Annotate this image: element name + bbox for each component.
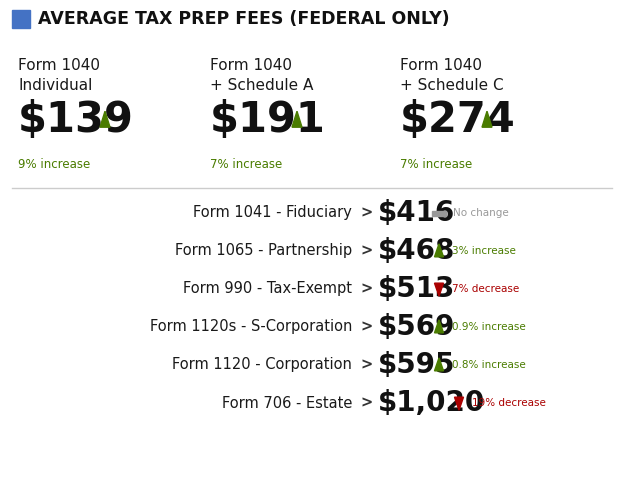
Polygon shape (292, 111, 302, 127)
Text: Form 1120 - Corporation: Form 1120 - Corporation (172, 358, 352, 372)
Text: $513: $513 (378, 275, 456, 303)
Text: 0.8% increase: 0.8% increase (452, 360, 526, 370)
Polygon shape (454, 397, 464, 410)
Polygon shape (434, 244, 444, 257)
Text: 0.9% increase: 0.9% increase (452, 322, 526, 332)
Text: 9% increase: 9% increase (18, 158, 90, 171)
Text: $569: $569 (378, 313, 456, 341)
Text: No change: No change (453, 208, 509, 218)
Text: $139: $139 (18, 99, 134, 141)
Text: Form 1065 - Partnership: Form 1065 - Partnership (175, 244, 352, 258)
Text: $468: $468 (378, 237, 456, 265)
Text: 3% increase: 3% increase (452, 246, 516, 256)
Polygon shape (482, 111, 492, 127)
Text: Form 1041 - Fiduciary: Form 1041 - Fiduciary (193, 206, 352, 220)
Text: >: > (360, 206, 373, 220)
Text: + Schedule A: + Schedule A (210, 78, 313, 93)
Bar (432, 211, 446, 215)
Text: >: > (360, 281, 373, 297)
Text: Form 706 - Estate: Form 706 - Estate (222, 396, 352, 410)
Polygon shape (434, 358, 444, 371)
Polygon shape (434, 320, 444, 333)
Text: $274: $274 (400, 99, 516, 141)
Text: Form 1040: Form 1040 (18, 58, 100, 73)
Text: >: > (360, 319, 373, 335)
Text: >: > (360, 244, 373, 258)
Text: Form 990 - Tax-Exempt: Form 990 - Tax-Exempt (183, 281, 352, 297)
Text: $416: $416 (378, 199, 456, 227)
Text: + Schedule C: + Schedule C (400, 78, 504, 93)
Text: 7% increase: 7% increase (400, 158, 472, 171)
Text: $595: $595 (378, 351, 456, 379)
Text: Form 1120s - S-Corporation: Form 1120s - S-Corporation (150, 319, 352, 335)
Text: Individual: Individual (18, 78, 92, 93)
Text: 7% increase: 7% increase (210, 158, 282, 171)
Text: $1,020: $1,020 (378, 389, 485, 417)
Text: 19% decrease: 19% decrease (472, 398, 546, 408)
Bar (12, 10, 30, 28)
Text: Form 1040: Form 1040 (400, 58, 482, 73)
Text: Form 1040: Form 1040 (210, 58, 292, 73)
Text: 7% decrease: 7% decrease (452, 284, 519, 294)
Polygon shape (434, 283, 444, 296)
Text: AVERAGE TAX PREP FEES (FEDERAL ONLY): AVERAGE TAX PREP FEES (FEDERAL ONLY) (38, 10, 450, 28)
Text: >: > (360, 396, 373, 410)
Text: >: > (360, 358, 373, 372)
Text: $191: $191 (210, 99, 326, 141)
Polygon shape (100, 111, 110, 127)
